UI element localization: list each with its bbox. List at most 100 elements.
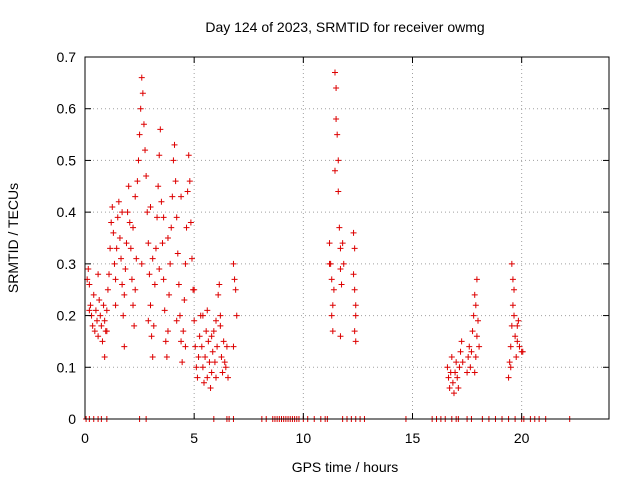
data-point [470,312,477,319]
y-tick-label: 0.4 [57,204,77,220]
data-point [511,286,518,293]
data-point [328,312,335,319]
data-point [449,379,456,386]
data-point [104,286,111,293]
data-point [163,353,170,360]
data-point [331,167,338,174]
data-point [130,224,137,231]
data-point [448,353,455,360]
data-point [118,255,125,262]
data-point [465,353,472,360]
data-point [351,245,358,252]
data-point [211,359,218,366]
data-point [174,250,181,257]
x-tick-label: 15 [405,430,421,446]
data-point [157,126,164,133]
data-point [445,374,452,381]
data-point [208,369,215,376]
data-point [475,317,481,324]
data-point [202,353,209,360]
data-point [181,297,188,304]
data-point [206,359,213,366]
x-tick-label: 10 [296,430,312,446]
data-point [204,374,211,381]
data-point [138,74,145,81]
data-point [149,255,156,262]
data-point [326,240,333,247]
data-point [230,260,237,267]
data-point [352,338,359,345]
x-tick-label: 0 [81,430,89,446]
plot-frame [84,56,610,420]
data-point [139,90,146,97]
data-point [350,271,357,278]
data-point [178,193,185,200]
data-point [130,302,137,309]
data-point [100,302,107,309]
data-points-layer [83,69,573,422]
y-tick-label: 0.1 [57,359,77,375]
data-point [101,353,108,360]
data-point [183,224,190,231]
data-point [352,302,359,309]
data-point [170,157,177,164]
data-point [136,131,143,138]
data-point [147,302,154,309]
data-point [509,276,516,283]
data-point [120,312,127,319]
data-point [334,131,341,138]
data-point [160,276,167,283]
data-point [132,193,139,200]
data-point [184,188,191,195]
data-point [123,240,130,247]
data-point [329,302,336,309]
data-point [182,260,189,267]
data-point [192,343,199,350]
data-point [191,317,198,324]
x-tick-label: 20 [514,430,530,446]
data-point [155,183,162,190]
data-point [218,353,225,360]
data-point [114,214,121,221]
data-point [204,307,211,314]
data-point [506,359,513,366]
data-point [205,338,212,345]
y-axis-label: SRMTID / TECUs [5,183,21,293]
data-point [203,328,210,335]
data-point [179,359,186,366]
data-point [514,338,521,345]
data-point [333,85,340,92]
data-point [339,240,346,247]
data-point [172,178,179,185]
data-point [208,333,215,340]
data-point [166,291,173,298]
data-point [511,312,518,319]
data-point [86,307,93,314]
data-point [352,312,359,319]
data-point [160,214,167,221]
data-point [187,219,194,226]
y-tick-label: 0 [68,411,76,427]
data-point [161,307,168,314]
data-point [122,266,129,273]
data-point [149,353,156,360]
data-point [453,359,460,366]
data-point [507,364,514,371]
grid-layer [85,57,609,419]
data-point [335,188,342,195]
data-point [505,374,512,381]
data-point [126,219,133,226]
data-point [176,312,183,319]
data-point [92,307,99,314]
data-point [329,328,336,335]
data-point [516,343,523,350]
data-point [113,245,120,252]
data-point [446,384,453,391]
data-point [112,302,119,309]
data-point [158,198,165,205]
data-point [513,353,520,360]
data-point [455,384,462,391]
data-point [169,193,176,200]
data-point [331,69,338,76]
